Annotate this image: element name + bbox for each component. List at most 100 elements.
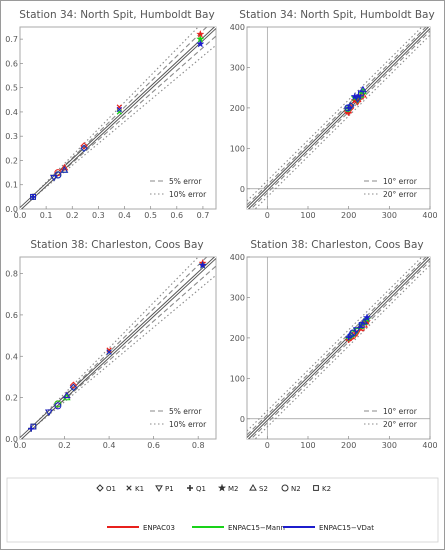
y-tick-label: 0.7 (5, 35, 18, 44)
legend-model-label-1: ENPAC03 (143, 524, 175, 532)
legend-label-p1: P1 (165, 485, 174, 493)
legend-marker-p1 (155, 485, 163, 492)
data-point (60, 166, 69, 173)
data-point (54, 402, 62, 410)
legend-marker-o1 (96, 484, 104, 492)
legend-label-n2: N2 (291, 485, 301, 493)
data-points (344, 85, 367, 116)
plot-frame (19, 26, 217, 210)
error-band-upper (20, 257, 208, 439)
legend-marker-n2 (281, 484, 289, 492)
error-band-upper (247, 257, 423, 432)
data-point (344, 104, 352, 112)
reference-lines (247, 27, 430, 209)
legend-box (6, 477, 439, 543)
y-tick-label: 0.8 (5, 270, 18, 279)
error-band-upper (247, 27, 423, 202)
x-tick-label: 100 (300, 441, 315, 450)
legend-model-label-3: ENPAC15−VDat (319, 524, 374, 532)
chart-title: Station 38: Charleston, Coos Bay (30, 239, 203, 251)
error-band-lower (254, 264, 430, 439)
y-tick-label: 0.0 (5, 205, 18, 214)
error-band-lower (20, 274, 216, 439)
band-legend-label: 20° error (383, 190, 418, 199)
band-legend-label: 10° error (383, 177, 418, 186)
y-tick-label: 400 (230, 253, 245, 262)
x-tick-label: 0.6 (170, 211, 183, 220)
data-point (80, 144, 88, 153)
x-tick-label: 0.4 (118, 211, 131, 220)
y-tick-label: 200 (230, 334, 245, 343)
x-tick-label: 300 (382, 441, 397, 450)
reference-lines (20, 257, 216, 439)
data-point (30, 423, 37, 430)
x-tick-label: 0 (265, 211, 270, 220)
data-point (54, 400, 62, 408)
chart-title: Station 34: North Spit, Humboldt Bay (239, 9, 434, 21)
legend-label-o1: O1 (106, 485, 116, 493)
x-tick-label: 0.4 (103, 441, 116, 450)
band-legend-label: 10% error (169, 190, 207, 199)
band-legend-label: 10° error (383, 407, 418, 416)
y-tick-label: 0.3 (5, 132, 18, 141)
data-point (50, 174, 58, 182)
legend-marker-k2 (313, 485, 319, 491)
y-tick-label: 0.6 (5, 311, 18, 320)
data-point (69, 381, 78, 389)
y-tick-label: 300 (230, 63, 245, 72)
reference-lines (247, 257, 430, 439)
x-tick-label: 0.2 (58, 441, 71, 450)
y-tick-label: 200 (230, 104, 245, 113)
band-legend-label: 20° error (383, 420, 418, 429)
y-tick-label: 300 (230, 293, 245, 302)
data-point (346, 331, 355, 339)
error-band-upper (247, 27, 427, 206)
error-band-lower (20, 44, 216, 209)
y-tick-label: 0 (240, 185, 245, 194)
data-point (358, 322, 365, 328)
chart-panel-2: Station 34: North Spit, Humboldt Bay 0 0 10… (230, 9, 438, 220)
y-tick-label: 0.4 (5, 108, 18, 117)
y-tick-label: 0.4 (5, 352, 18, 361)
identity-line-core (247, 257, 430, 439)
x-tick-label: 400 (422, 211, 437, 220)
legend-marker-m2 (217, 483, 227, 492)
x-tick-label: 0.3 (92, 211, 105, 220)
y-tick-label: 0.2 (5, 394, 18, 403)
band-legend-label: 10% error (169, 420, 207, 429)
y-tick-label: 400 (230, 23, 245, 32)
data-points (30, 29, 205, 200)
data-point (362, 313, 372, 322)
y-tick-label: 0.2 (5, 156, 18, 165)
x-tick-label: 0.8 (192, 441, 205, 450)
legend-marker-k1 (126, 485, 132, 491)
data-point (106, 347, 112, 353)
y-tick-label: 0.6 (5, 59, 18, 68)
legend-label-s2: S2 (259, 485, 268, 493)
identity-line-core (247, 27, 430, 209)
error-band-lower (254, 34, 430, 209)
x-tick-label: 0 (265, 441, 270, 450)
y-tick-label: 0 (240, 415, 245, 424)
data-point (45, 409, 53, 417)
y-tick-label: 0.1 (5, 181, 18, 190)
y-tick-label: 100 (230, 144, 245, 153)
model-legend: ENPAC03 ENPAC15−Mann ENPAC15−VDat (107, 524, 374, 532)
error-band-lower (250, 30, 430, 209)
legend-label-m2: M2 (228, 485, 239, 493)
chart-title: Station 38: Charleston, Coos Bay (250, 239, 423, 251)
x-tick-label: 100 (300, 211, 315, 220)
data-point (349, 332, 357, 340)
constituent-legend: O1 K1 P1 Q1 M2 S2 N2 K2 (96, 483, 331, 493)
plot-frame (246, 256, 431, 440)
x-tick-label: 0.5 (144, 211, 157, 220)
data-point (106, 349, 112, 355)
chart-panel-4: Station 38: Charleston, Coos Bay 0 0 100 100… (230, 239, 438, 450)
x-tick-label: 0.2 (66, 211, 79, 220)
x-tick-label: 0.1 (40, 211, 53, 220)
x-tick-label: 0.7 (197, 211, 210, 220)
error-band-upper (247, 257, 427, 436)
y-tick-label: 0.0 (5, 435, 18, 444)
y-tick-label: 100 (230, 374, 245, 383)
